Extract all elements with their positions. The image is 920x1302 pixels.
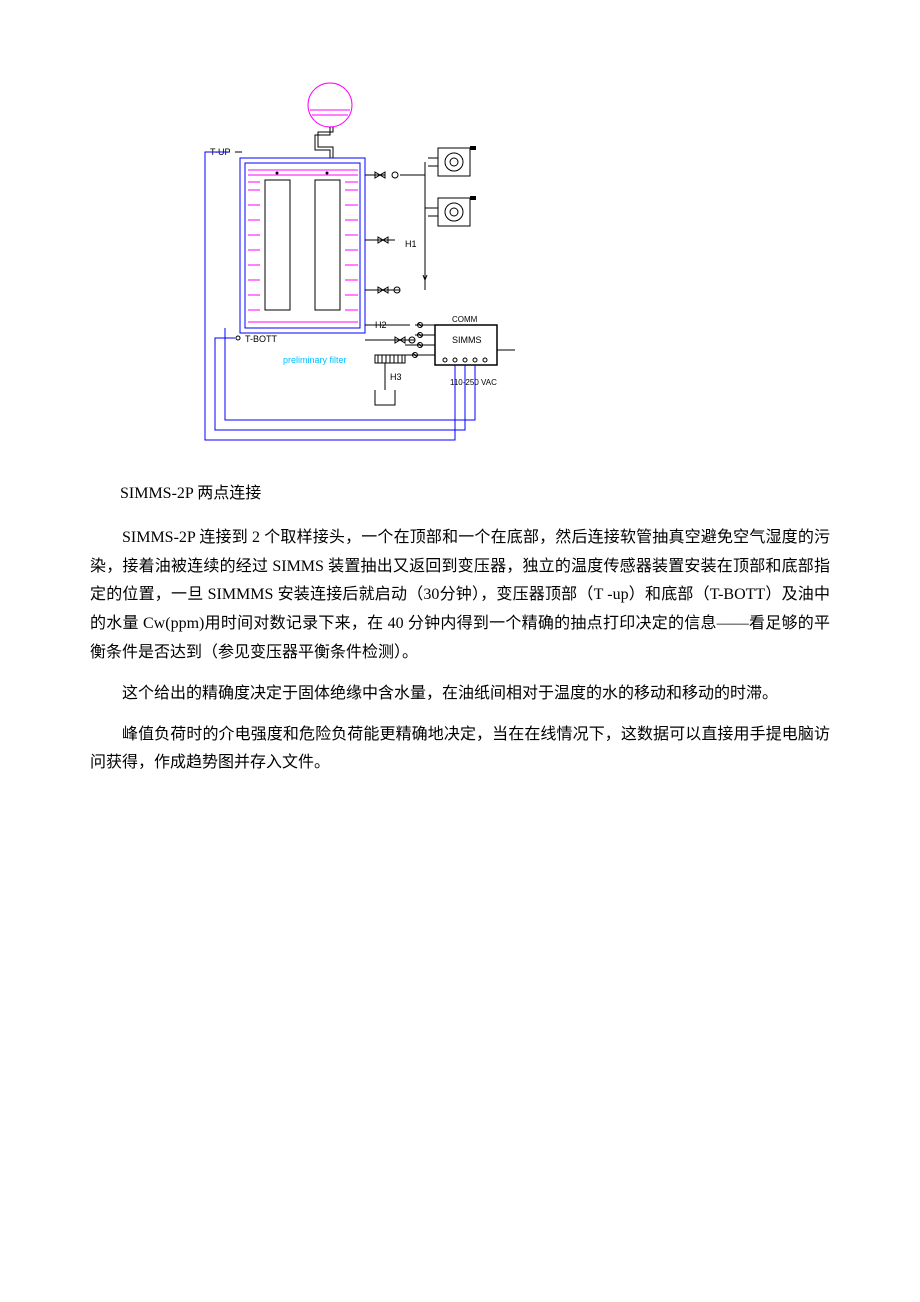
simms-box bbox=[435, 325, 497, 365]
voltage-label: 110-250 VAC bbox=[450, 378, 497, 387]
t-bott-label: T-BOTT bbox=[245, 334, 277, 344]
diagram-container: T-UP T-BOTT bbox=[200, 80, 520, 460]
paragraph-2: 这个给出的精确度决定于固体绝缘中含水量，在油纸间相对于温度的水的移动和移动的时滞… bbox=[90, 680, 830, 709]
winding-left bbox=[265, 180, 290, 310]
paragraph-3: 峰值负荷时的介电强度和危险负荷能更精确地决定，当在在线情况下，这数据可以直接用手… bbox=[90, 721, 830, 779]
simms-label: SIMMS bbox=[452, 335, 482, 345]
simms-diagram: T-UP T-BOTT bbox=[200, 80, 520, 460]
h3-label: H3 bbox=[390, 372, 402, 382]
pump-upper bbox=[428, 146, 476, 176]
transformer-tank bbox=[240, 158, 365, 333]
h1-label: H1 bbox=[405, 239, 417, 249]
conservator-tank bbox=[308, 83, 352, 127]
paragraph-1: SIMMS-2P 连接到 2 个取样接头，一个在顶部和一个在底部，然后连接软管抽… bbox=[90, 524, 830, 668]
filter-label: preliminary filter bbox=[283, 355, 347, 365]
drain-cup bbox=[375, 390, 395, 405]
pump-lower bbox=[428, 196, 476, 226]
blue-loop-inner bbox=[215, 338, 465, 430]
comm-label: COMM bbox=[452, 315, 478, 324]
blue-loop-outer bbox=[205, 152, 455, 440]
diagram-caption: SIMMS-2P 两点连接 bbox=[120, 480, 830, 509]
winding-right bbox=[315, 180, 340, 310]
